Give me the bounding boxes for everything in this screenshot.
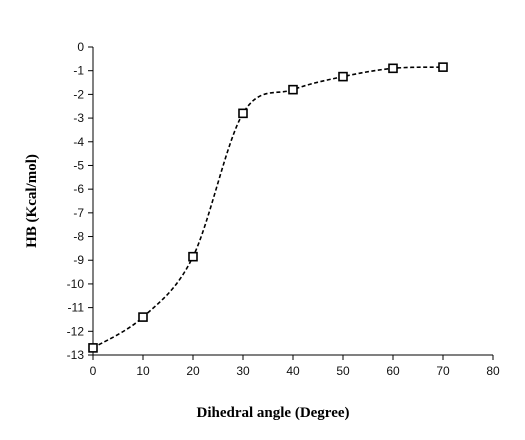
data-point: [138, 312, 148, 322]
x-tick-label: 80: [486, 364, 500, 378]
data-point: [288, 84, 298, 95]
y-tick-label: -8: [73, 230, 84, 244]
y-tick-label: 0: [77, 40, 84, 54]
x-axis-title: Dihedral angle (Degree): [196, 405, 349, 421]
y-tick-label: -7: [73, 206, 84, 220]
y-tick-label: -5: [73, 158, 84, 172]
plot-area: 0 -1 -2 -3 -4 -5 -6 -7 -8 -9 -10 -11 -12 -13 0 10 20 30 40…: [67, 40, 500, 378]
data-point: [188, 251, 198, 262]
y-tick-label: -12: [67, 324, 85, 338]
x-tick-label: 20: [186, 364, 200, 378]
data-point: [338, 71, 348, 82]
data-point: [438, 62, 448, 72]
y-tick-label: -10: [67, 277, 85, 291]
y-tick-label: -9: [73, 253, 84, 267]
y-tick-label: -2: [73, 87, 84, 101]
y-tick-label: -13: [67, 348, 85, 362]
y-axis-title: HB (Kcal/mol): [24, 154, 40, 248]
x-tick-label: 30: [236, 364, 250, 378]
y-tick-label: -3: [73, 111, 84, 125]
y-tick-label: -4: [73, 135, 84, 149]
data-point: [88, 343, 98, 353]
data-point: [238, 108, 248, 119]
x-tick-label: 50: [336, 364, 350, 378]
x-tick-label: 60: [386, 364, 400, 378]
x-tick-label: 40: [286, 364, 300, 378]
x-tick-label: 10: [136, 364, 150, 378]
data-point: [388, 63, 398, 74]
y-tick-label: -1: [73, 64, 84, 78]
y-tick-label: -11: [68, 301, 85, 315]
x-tick-label: 0: [90, 364, 97, 378]
y-tick-label: -6: [73, 182, 84, 196]
x-tick-label: 70: [436, 364, 450, 378]
series-line: [92, 66, 444, 349]
